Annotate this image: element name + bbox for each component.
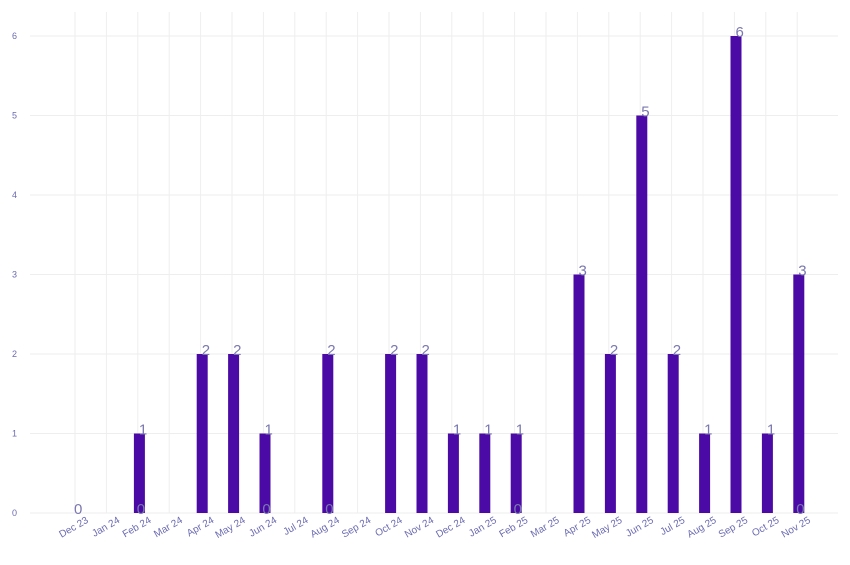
y-tick-label: 2 — [12, 349, 17, 359]
data-label: 2 — [673, 342, 681, 359]
data-label: 0 — [514, 501, 522, 518]
data-label: 6 — [736, 24, 744, 41]
data-label: 0 — [262, 501, 270, 518]
x-tick-label: Jul 24 — [282, 515, 311, 538]
x-tick-label: Dec 24 — [434, 515, 467, 541]
data-label: 3 — [798, 263, 806, 280]
y-tick-label: 6 — [12, 31, 17, 41]
bar-apr-25 — [604, 354, 616, 513]
bar-jan-25 — [510, 433, 522, 513]
data-label: 1 — [453, 422, 461, 439]
data-label: 1 — [704, 422, 712, 439]
gridlines — [30, 12, 838, 514]
data-label: 2 — [327, 342, 335, 359]
x-tick-label: Nov 25 — [780, 515, 813, 541]
bar-oct-24 — [416, 354, 428, 513]
bar-oct-25 — [793, 274, 805, 513]
x-tick-label: Sep 24 — [340, 515, 373, 541]
bar-sep-25 — [761, 433, 773, 513]
bar-apr-24 — [228, 354, 240, 513]
y-tick-label: 5 — [12, 111, 17, 121]
y-tick-label: 1 — [12, 429, 17, 439]
bar-may-25 — [636, 115, 648, 513]
x-tick-label: Oct 25 — [750, 515, 781, 539]
data-label: 1 — [516, 422, 524, 439]
data-labels: 0 1 0 2 2 1 0 2 0 2 2 1 1 1 0 3 2 5 2 1 6 1 3 0 — [74, 24, 807, 518]
x-tick-label: Jul 25 — [658, 515, 687, 538]
data-label: 0 — [137, 501, 145, 518]
data-label: 5 — [641, 104, 649, 121]
data-label: 1 — [484, 422, 492, 439]
bar-may-24 — [259, 433, 271, 513]
x-tick-label: Oct 24 — [373, 515, 404, 539]
x-tick-label: Sep 25 — [717, 515, 750, 541]
y-tick-label: 0 — [12, 508, 17, 518]
x-tick-label: Apr 25 — [562, 515, 593, 539]
data-label: 1 — [139, 422, 147, 439]
bars — [133, 36, 805, 513]
x-tick-label: May 24 — [214, 515, 248, 541]
x-tick-label: Feb 25 — [498, 515, 531, 540]
x-tick-label: Jun 25 — [624, 515, 656, 540]
bar-sep-24 — [385, 354, 397, 513]
bar-jul-24 — [322, 354, 334, 513]
data-label: 1 — [767, 422, 775, 439]
bar-dec-24 — [479, 433, 491, 513]
bar-jun-25 — [667, 354, 679, 513]
x-tick-label: Mar 24 — [152, 515, 185, 540]
x-tick-label: Aug 25 — [686, 515, 719, 541]
x-tick-label: Apr 24 — [185, 515, 216, 539]
data-label: 0 — [325, 501, 333, 518]
data-label: 2 — [610, 342, 618, 359]
bar-jul-25 — [699, 433, 711, 513]
bar-nov-24 — [447, 433, 459, 513]
x-tick-label: Jan 24 — [90, 515, 122, 540]
x-tick-label: Feb 24 — [121, 515, 154, 540]
x-tick-label: Jun 24 — [247, 515, 279, 540]
data-label: 2 — [422, 342, 430, 359]
y-axis: 0 1 2 3 4 5 6 — [12, 31, 17, 518]
x-tick-label: Nov 24 — [403, 515, 436, 541]
x-tick-label: Jan 25 — [467, 515, 499, 540]
x-tick-label: Mar 25 — [529, 515, 562, 540]
y-tick-label: 3 — [12, 270, 17, 280]
bar-mar-25 — [573, 274, 585, 513]
bar-aug-25 — [730, 36, 742, 513]
data-label: 2 — [233, 342, 241, 359]
bar-mar-24 — [196, 354, 208, 513]
data-label: 0 — [74, 501, 82, 518]
x-tick-label: Aug 24 — [309, 515, 342, 541]
data-label: 0 — [796, 501, 804, 518]
bar-jan-24 — [133, 433, 145, 513]
data-label: 2 — [202, 342, 210, 359]
x-tick-label: May 25 — [590, 515, 624, 541]
data-label: 2 — [390, 342, 398, 359]
data-label: 1 — [265, 422, 273, 439]
x-tick-label: Dec 23 — [58, 515, 91, 541]
data-label: 3 — [579, 263, 587, 280]
y-tick-label: 4 — [12, 190, 17, 200]
